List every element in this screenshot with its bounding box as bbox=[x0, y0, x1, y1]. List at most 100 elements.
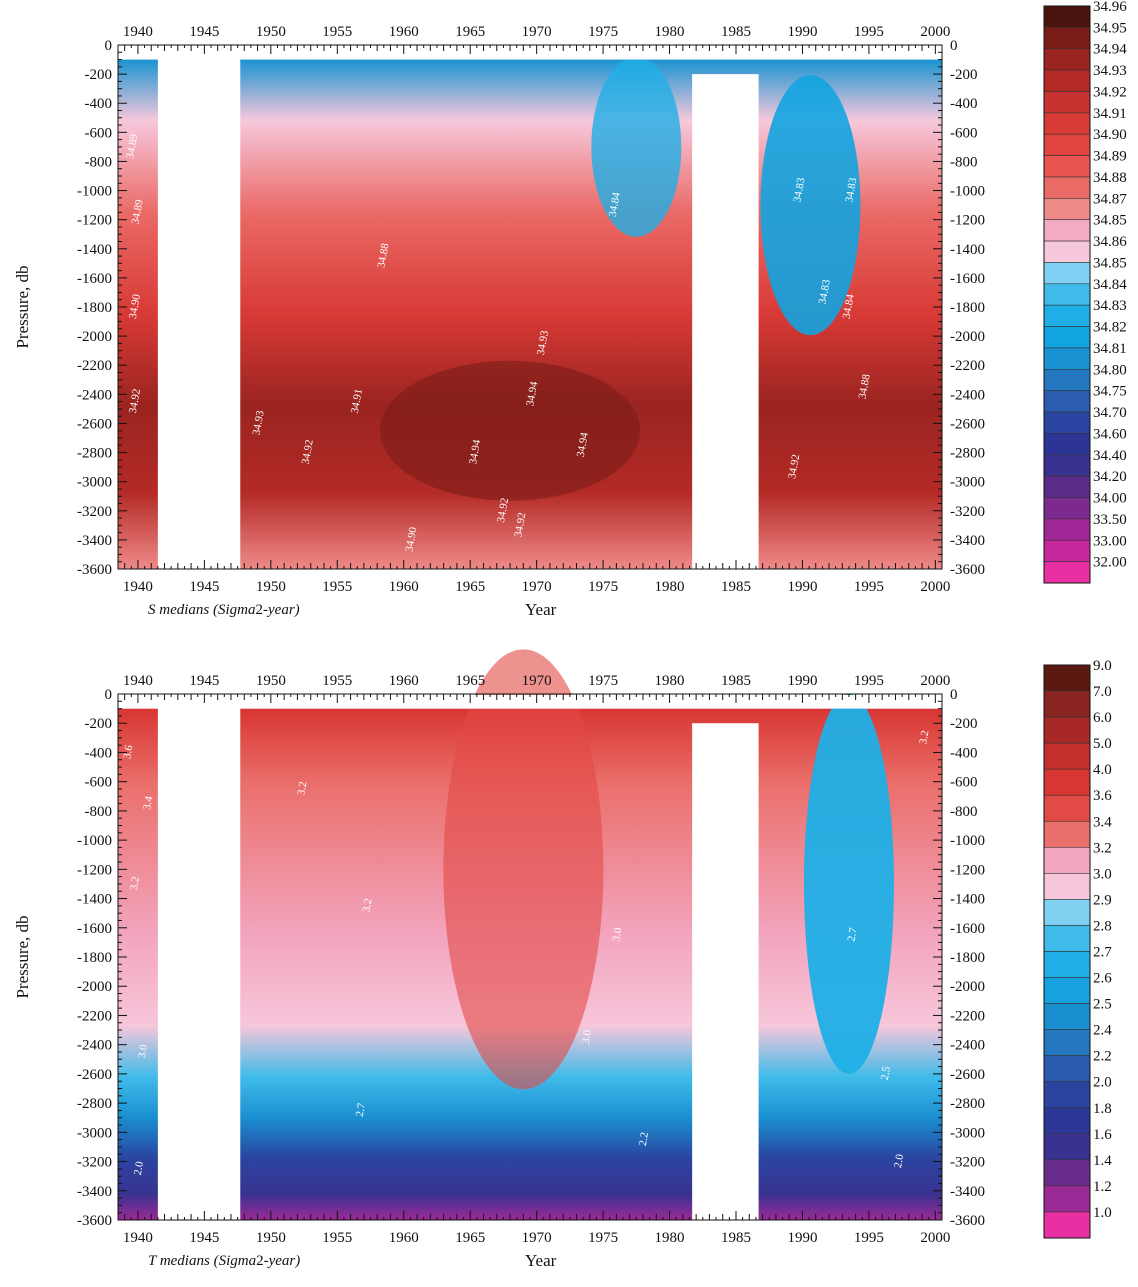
legend-swatch bbox=[1043, 925, 1091, 952]
legend-label: 34.94 bbox=[1093, 42, 1127, 58]
legend-label: 34.93 bbox=[1093, 63, 1127, 79]
y-tick-label-right: -3200 bbox=[950, 504, 985, 520]
temperature-legend: 9.0 7.0 6.0 5.0 4.0 3.6 3.4 3.2 3.0 2.9 2.8 2.7 2.6 2… bbox=[1043, 658, 1112, 1239]
contour-label: 34.89 bbox=[130, 198, 146, 225]
y-tick-label-left: -1400 bbox=[77, 242, 112, 258]
y-tick-label-right: -1800 bbox=[950, 950, 985, 966]
legend-swatch bbox=[1043, 820, 1091, 848]
x-tick-label-top: 1995 bbox=[854, 673, 884, 689]
y-tick-label-right: -1800 bbox=[950, 300, 985, 316]
legend-swatch bbox=[1043, 347, 1091, 370]
legend-label: 34.81 bbox=[1093, 341, 1127, 357]
y-tick-label-left: -3000 bbox=[77, 475, 112, 491]
contour-label: 34.94 bbox=[524, 380, 540, 407]
y-tick-label-right: -2200 bbox=[950, 1008, 985, 1024]
x-tick-label-top: 1960 bbox=[389, 24, 419, 40]
x-tick-label-bottom: 1960 bbox=[389, 1230, 419, 1246]
no-data-gap bbox=[157, 694, 241, 1220]
legend-frame bbox=[1043, 664, 1091, 1239]
contour-label: 34.83 bbox=[791, 176, 807, 203]
contour-label: 3.0 bbox=[136, 1043, 150, 1059]
contour-label: 3.0 bbox=[580, 1029, 594, 1045]
x-tick-label-bottom: 1965 bbox=[455, 1230, 485, 1246]
legend-label: 2.5 bbox=[1093, 997, 1112, 1013]
x-tick-label-bottom: 1990 bbox=[787, 1230, 817, 1246]
x-tick-label-bottom: 1970 bbox=[522, 1230, 552, 1246]
y-tick-label-left: -2200 bbox=[77, 358, 112, 374]
legend-label: 3.0 bbox=[1093, 866, 1112, 882]
y-tick-label-left: -400 bbox=[85, 745, 113, 761]
x-tick-label-bottom: 1945 bbox=[189, 1230, 219, 1246]
x-tick-label-top: 1950 bbox=[256, 673, 286, 689]
contour-label: 34.88 bbox=[375, 242, 391, 269]
y-tick-label-left: -600 bbox=[85, 125, 113, 141]
y-tick-label-right: -2200 bbox=[950, 358, 985, 374]
salty-core-blob bbox=[380, 360, 641, 501]
fresh-core-blob bbox=[591, 56, 682, 237]
legend-swatch bbox=[1043, 1185, 1091, 1213]
fresh-core-blob bbox=[760, 75, 861, 336]
contour-label: 3.4 bbox=[141, 795, 155, 811]
x-tick-label-top: 1985 bbox=[721, 673, 751, 689]
legend-swatch bbox=[1043, 1003, 1091, 1030]
contour-label: 2.7 bbox=[354, 1102, 368, 1118]
x-tick-label-bottom: 2000 bbox=[920, 1230, 950, 1246]
salinity-legend: 34.96 34.95 34.94 34.93 34.92 34.91 34.90 34.89… bbox=[1043, 0, 1127, 584]
legend-label: 2.7 bbox=[1093, 945, 1112, 961]
legend-swatch bbox=[1043, 155, 1091, 178]
x-tick-label-bottom: 1940 bbox=[123, 1230, 153, 1246]
legend-label: 34.85 bbox=[1093, 213, 1127, 229]
legend-label: 34.96 bbox=[1093, 0, 1127, 15]
x-tick-label-bottom: 1950 bbox=[256, 1230, 286, 1246]
contour-label: 34.90 bbox=[127, 293, 143, 320]
y-tick-label-right: -800 bbox=[950, 804, 978, 820]
x-tick-label-top: 1955 bbox=[322, 673, 352, 689]
caption-suffix: year) bbox=[267, 1253, 301, 1269]
y-tick-label-left: -1600 bbox=[77, 921, 112, 937]
contour-label: 34.84 bbox=[841, 293, 857, 320]
x-tick-label-top: 1940 bbox=[123, 24, 153, 40]
no-data-gap bbox=[157, 45, 241, 569]
legend-swatch bbox=[1043, 497, 1091, 520]
y-tick-label-right: -3600 bbox=[950, 1213, 985, 1229]
legend-label: 33.00 bbox=[1093, 533, 1127, 549]
caption-emph: Sigma bbox=[218, 602, 256, 618]
legend-swatch bbox=[1043, 1081, 1091, 1109]
legend-label: 34.83 bbox=[1093, 298, 1127, 314]
x-tick-label-top: 1960 bbox=[389, 673, 419, 689]
x-tick-label-bottom: 2000 bbox=[920, 579, 950, 595]
y-tick-label-left: -1800 bbox=[77, 300, 112, 316]
y-tick-label-left: -1400 bbox=[77, 892, 112, 908]
caption-mid: 2- bbox=[256, 602, 269, 618]
legend-swatch bbox=[1043, 742, 1091, 770]
legend-label: 34.70 bbox=[1093, 405, 1127, 421]
legend-label: 2.0 bbox=[1093, 1075, 1112, 1091]
legend-swatch bbox=[1043, 326, 1091, 349]
panel-caption: S medians (Sigma2-year) bbox=[148, 602, 300, 618]
x-tick-label-bottom: 1960 bbox=[389, 579, 419, 595]
legend-label: 34.84 bbox=[1093, 277, 1127, 293]
y-tick-label-left: -1600 bbox=[77, 271, 112, 287]
legend-swatch bbox=[1043, 368, 1091, 391]
x-axis-label: Year bbox=[525, 1251, 557, 1270]
legend-label: 34.87 bbox=[1093, 191, 1127, 207]
legend-swatch bbox=[1043, 176, 1091, 199]
x-tick-label-bottom: 1940 bbox=[123, 579, 153, 595]
legend-label: 2.4 bbox=[1093, 1023, 1112, 1039]
legend-swatch bbox=[1043, 794, 1091, 822]
x-tick-label-top: 2000 bbox=[920, 673, 950, 689]
y-tick-label-left: -3600 bbox=[77, 562, 112, 578]
legend-swatch bbox=[1043, 198, 1091, 221]
y-tick-label-left: -2400 bbox=[77, 1038, 112, 1054]
contour-label: 34.94 bbox=[575, 431, 591, 458]
y-tick-label-left: -200 bbox=[85, 716, 113, 732]
legend-swatch bbox=[1043, 561, 1091, 584]
legend-label: 2.6 bbox=[1093, 971, 1112, 987]
legend-label: 34.88 bbox=[1093, 170, 1127, 186]
y-tick-label-left: -3600 bbox=[77, 1213, 112, 1229]
legend-swatch bbox=[1043, 475, 1091, 498]
x-tick-label-top: 1980 bbox=[655, 24, 685, 40]
legend-swatch bbox=[1043, 48, 1091, 71]
legend-label: 34.20 bbox=[1093, 469, 1127, 485]
legend-swatch bbox=[1043, 539, 1091, 562]
